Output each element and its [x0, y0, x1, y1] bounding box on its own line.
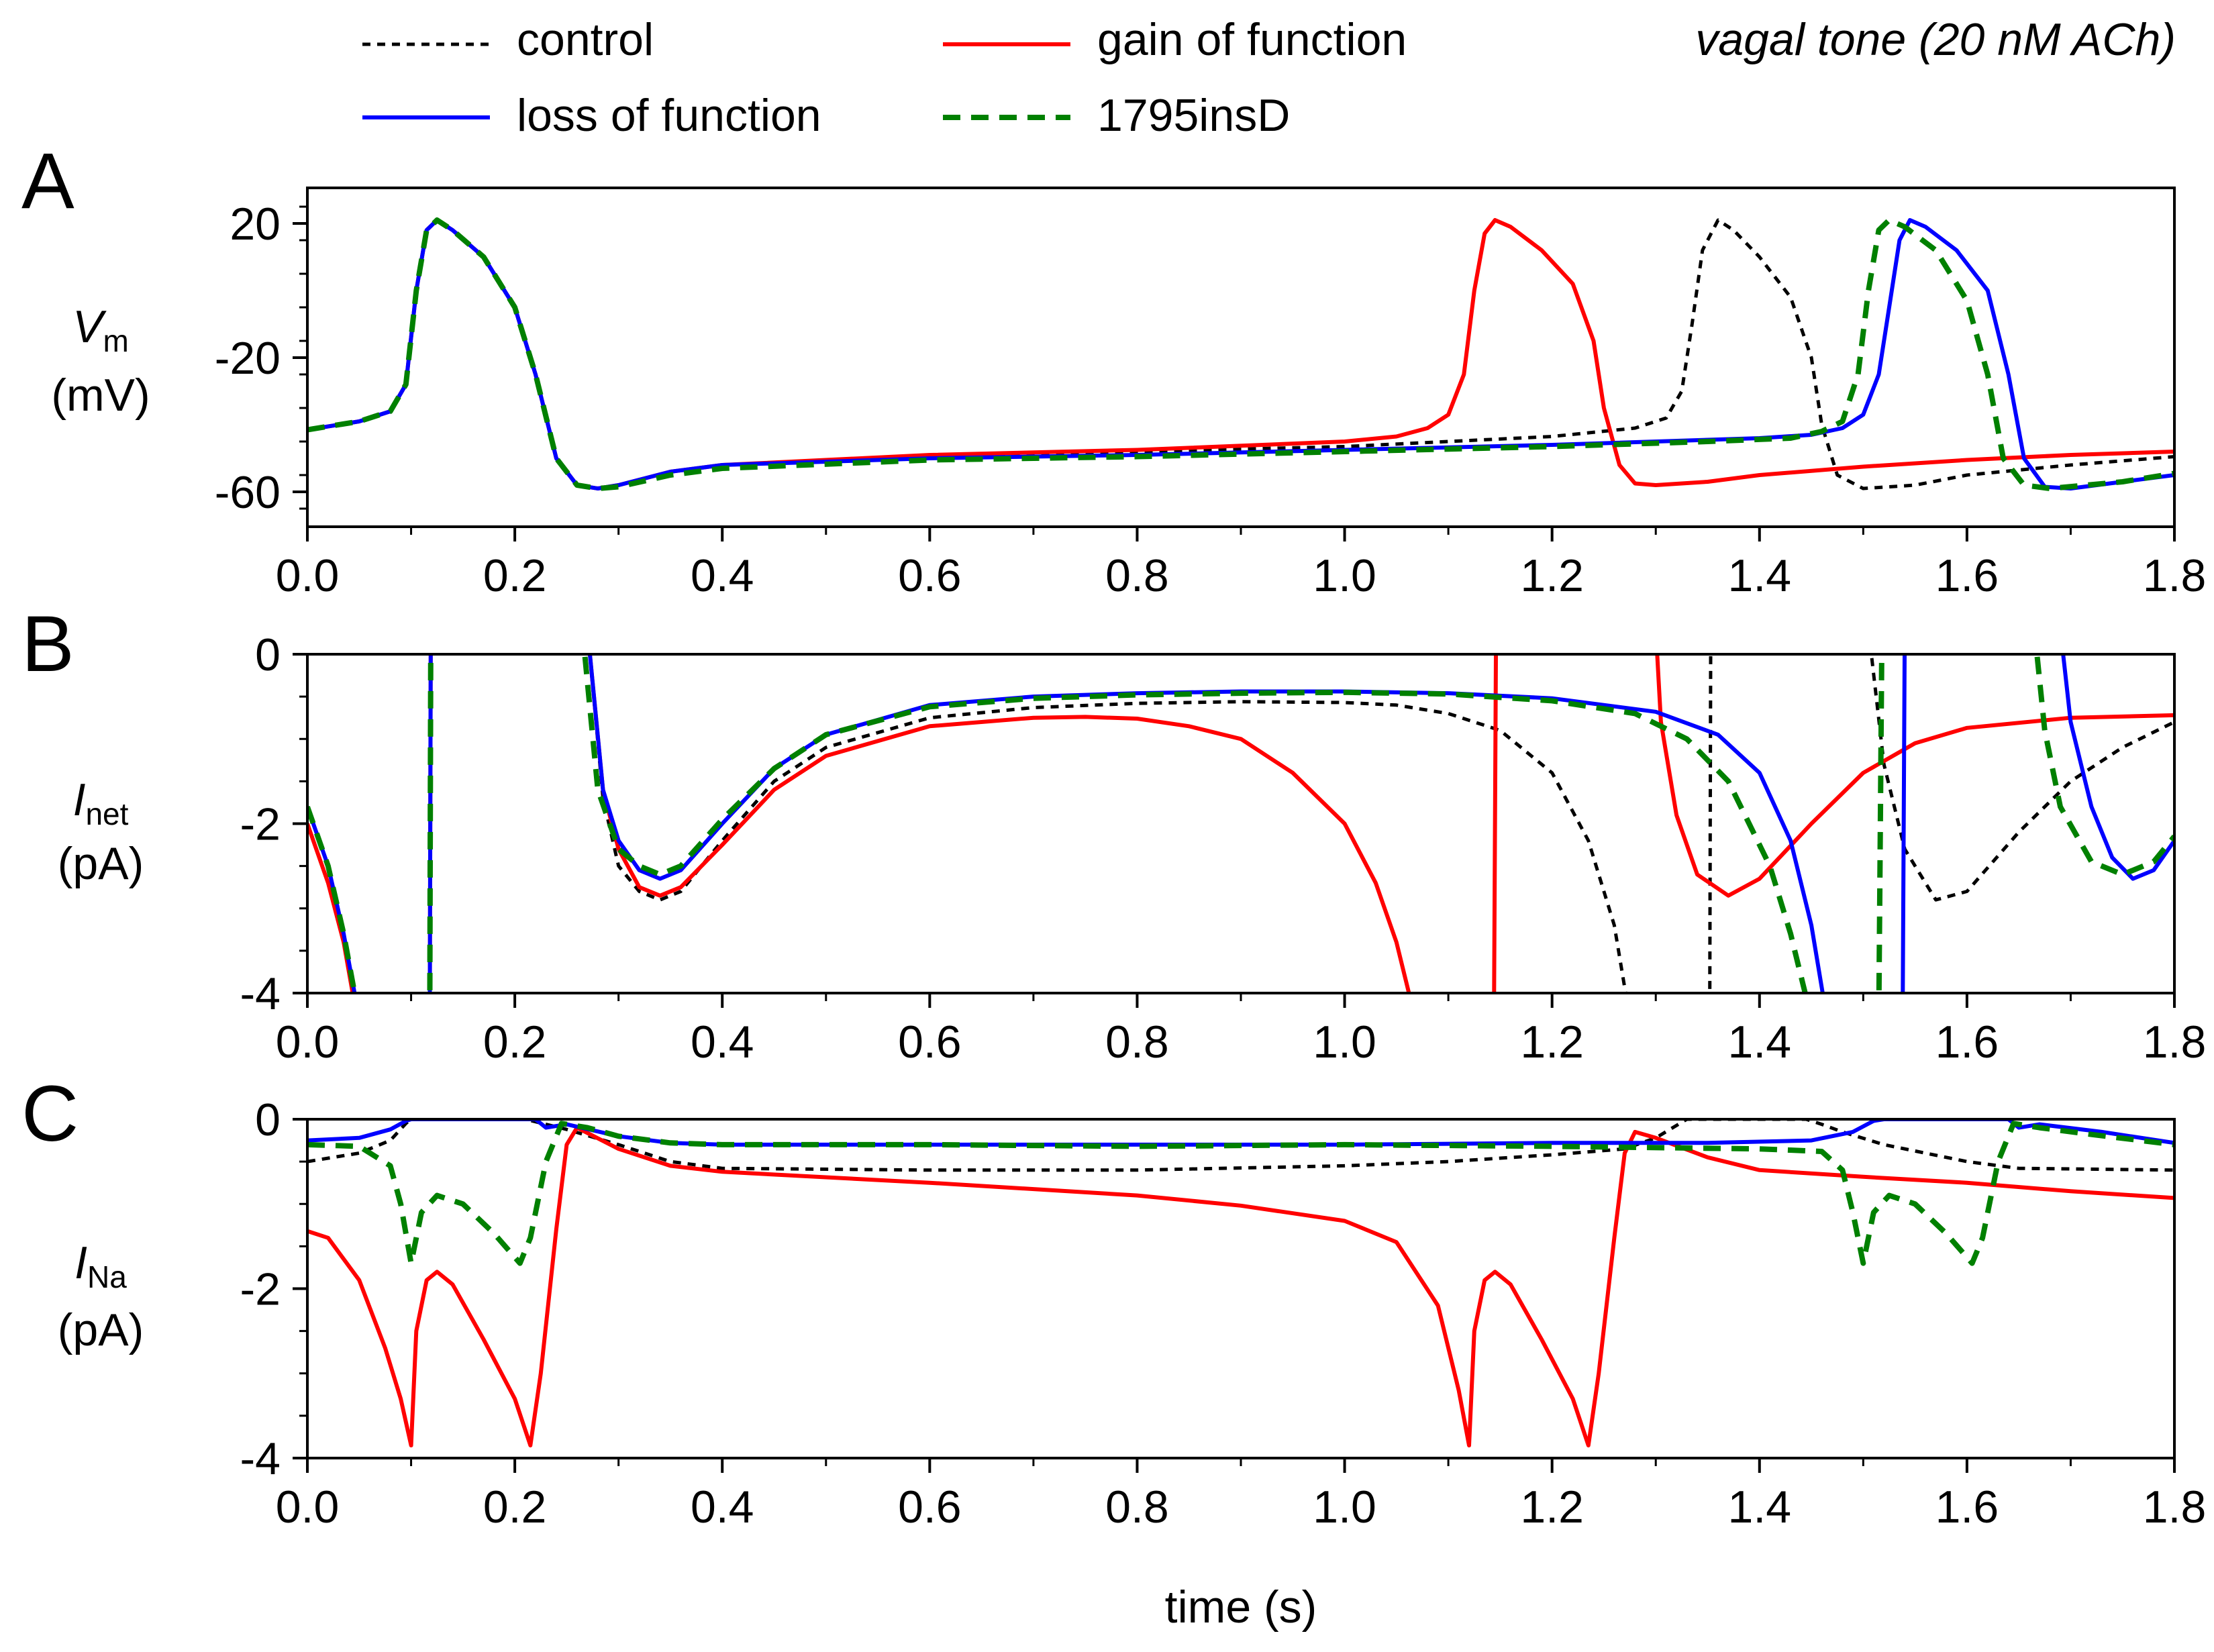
series-line-1795insd-b	[307, 654, 2174, 993]
x-tick-label: 0.4	[691, 1482, 754, 1533]
legend: control gain of function loss of functio…	[362, 14, 2176, 141]
legend-label-loss-of-function: loss of function	[517, 90, 821, 141]
x-tick-label: 0.2	[483, 1482, 547, 1533]
y-ticks-b: 0 -2 -4	[240, 629, 307, 1019]
plot-frame-a	[306, 187, 2176, 528]
y-tick-label: 0	[255, 629, 281, 680]
x-tick-label: 1.0	[1313, 1017, 1376, 1068]
panel-letter-b: B	[21, 600, 74, 688]
condition-label: vagal tone (20 nM ACh)	[1695, 14, 2176, 65]
x-tick-label: 0.8	[1105, 1017, 1169, 1068]
series-line-gain-of-function-c	[307, 1125, 2174, 1448]
x-tick-label: 0.6	[898, 550, 962, 601]
x-tick-label: 1.0	[1313, 1482, 1376, 1533]
panel-c: C INa (pA) 0 -2 -4 0.0 0.2 0.4 0.6 0.8 1.0 1.2 1.…	[21, 1070, 2206, 1533]
plot-frame-b	[306, 653, 2176, 994]
x-tick-label: 0.6	[898, 1482, 962, 1533]
yunit-a: (mV)	[51, 370, 150, 421]
plot-area-b	[307, 654, 2174, 993]
y-tick-label: -2	[240, 1264, 281, 1315]
x-tick-label: 1.0	[1313, 550, 1376, 601]
x-tick-label: 1.2	[1520, 1482, 1584, 1533]
y-tick-label: -20	[215, 333, 281, 384]
x-tick-label: 1.4	[1728, 550, 1792, 601]
x-tick-label: 0.8	[1105, 550, 1169, 601]
x-tick-label: 0.2	[483, 550, 547, 601]
x-tick-label: 0.4	[691, 1017, 754, 1068]
ylabel-a: Vm	[72, 301, 129, 358]
x-ticks-b: 0.0 0.2 0.4 0.6 0.8 1.0 1.2 1.4 1.6 1.8	[276, 993, 2207, 1068]
x-tick-label: 1.4	[1728, 1482, 1792, 1533]
legend-label-1795insd: 1795insD	[1097, 90, 1290, 141]
ylabel-c: INa	[74, 1237, 127, 1294]
legend-label-gain-of-function: gain of function	[1097, 14, 1407, 65]
y-tick-label: -4	[240, 1433, 281, 1484]
series-line-1795insd-c	[307, 1121, 2174, 1266]
panel-b: B Inet (pA) 0 -2 -4 0.0 0.2 0.4 0.6 0.8 1.0 1.2 1…	[21, 600, 2206, 1068]
x-tick-label: 0.4	[691, 550, 754, 601]
x-tick-label: 1.6	[1935, 1482, 1999, 1533]
x-ticks-c: 0.0 0.2 0.4 0.6 0.8 1.0 1.2 1.4 1.6 1.8	[276, 1458, 2207, 1533]
y-tick-label: -2	[240, 799, 281, 850]
x-tick-label: 0.0	[276, 1017, 340, 1068]
yunit-b: (pA)	[58, 838, 144, 889]
plot-area-a	[307, 217, 2174, 491]
x-tick-label: 1.6	[1935, 1017, 1999, 1068]
y-tick-label: -60	[215, 467, 281, 518]
y-ticks-a: 20 -20 -60	[215, 199, 307, 518]
yunit-c: (pA)	[58, 1304, 144, 1355]
x-axis-label: time (s)	[1165, 1582, 1317, 1633]
ylabel-b: Inet	[73, 774, 129, 831]
x-tick-label: 1.2	[1520, 1017, 1584, 1068]
plot-area-c	[307, 1119, 2174, 1448]
series-line-1795insd-a	[307, 217, 2174, 491]
x-tick-label: 0.6	[898, 1017, 962, 1068]
plot-frame-c	[306, 1118, 2176, 1459]
series-line-loss-of-function-c	[307, 1119, 2174, 1147]
series-line-control-a	[307, 218, 2174, 491]
panel-a: A Vm (mV) 20 -20 -60 0.0 0.2 0.4 0.6 0.8 1.0 1.2…	[21, 137, 2206, 601]
x-tick-label: 1.4	[1728, 1017, 1792, 1068]
y-tick-label: 0	[255, 1094, 281, 1145]
y-tick-label: 20	[230, 199, 281, 250]
x-tick-label: 1.8	[2143, 1017, 2207, 1068]
x-tick-label: 1.2	[1520, 550, 1584, 601]
x-tick-label: 1.8	[2143, 550, 2207, 601]
legend-label-control: control	[517, 14, 654, 65]
panel-letter-c: C	[21, 1070, 79, 1158]
x-tick-label: 0.8	[1105, 1482, 1169, 1533]
x-tick-label: 0.0	[276, 1482, 340, 1533]
y-tick-label: -4	[240, 968, 281, 1019]
x-tick-label: 0.0	[276, 550, 340, 601]
x-ticks-a: 0.0 0.2 0.4 0.6 0.8 1.0 1.2 1.4 1.6 1.8	[276, 527, 2207, 601]
y-ticks-c: 0 -2 -4	[240, 1094, 307, 1484]
panel-letter-a: A	[21, 137, 74, 225]
x-tick-label: 1.6	[1935, 550, 1999, 601]
x-tick-label: 0.2	[483, 1017, 547, 1068]
series-line-control-c	[307, 1119, 2174, 1172]
x-tick-label: 1.8	[2143, 1482, 2207, 1533]
